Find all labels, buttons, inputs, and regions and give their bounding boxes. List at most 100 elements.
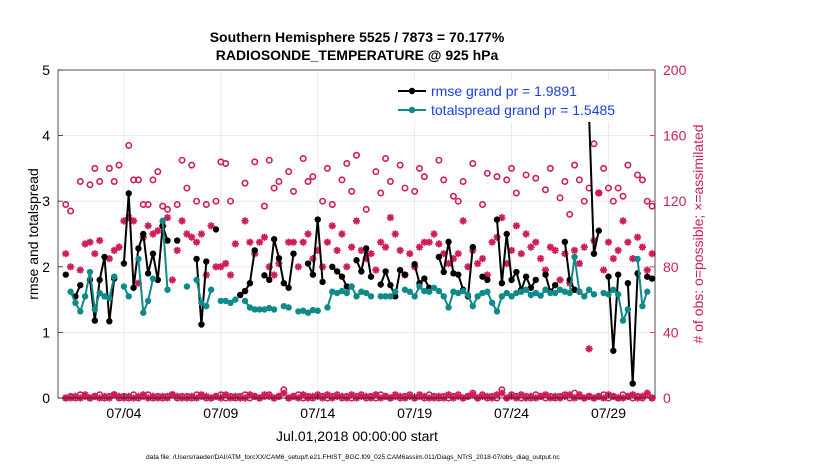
y-left-tick-label: 1 xyxy=(42,324,50,340)
rmse-point xyxy=(469,243,476,251)
rmse-point xyxy=(304,260,312,267)
totalspread-point xyxy=(644,288,651,295)
axes: 0 1 2 3 4 5 0 40 80 120 160 200 07/04 07/09 07/14 07/19… xyxy=(42,62,686,421)
obs-assimilated-marker xyxy=(207,222,215,230)
obs-assimilated-marker xyxy=(624,238,632,246)
chart-title-line1: Southern Hemisphere 5525 / 7873 = 70.177… xyxy=(210,29,505,45)
rmse-point xyxy=(377,281,384,288)
totalspread-point xyxy=(474,293,481,300)
totalspread-point xyxy=(508,293,515,300)
obs-assimilated-marker xyxy=(241,217,249,225)
obs-possible-marker xyxy=(149,176,157,184)
obs-possible-marker xyxy=(619,192,627,200)
obs-assimilated-bottom-marker xyxy=(115,392,123,400)
obs-possible-marker xyxy=(512,189,520,197)
obs-assimilated-marker xyxy=(144,222,152,230)
obs-assimilated-bottom-marker xyxy=(362,392,370,400)
totalspread-point xyxy=(144,297,152,305)
totalspread-point xyxy=(576,288,583,295)
totalspread-point xyxy=(387,293,394,300)
obs-possible-marker xyxy=(144,200,152,208)
obs-possible-marker xyxy=(251,158,259,166)
rmse-point xyxy=(479,273,486,280)
x-tick-label: 07/19 xyxy=(397,405,432,421)
totalspread-point xyxy=(140,309,147,316)
totalspread-point xyxy=(614,291,622,298)
totalspread-point xyxy=(358,288,365,295)
obs-assimilated-marker xyxy=(183,230,191,238)
totalspread-point xyxy=(619,317,627,324)
obs-possible-marker xyxy=(503,176,511,184)
rmse-point xyxy=(508,276,515,284)
rmse-point xyxy=(493,216,501,223)
obs-possible-marker xyxy=(522,171,530,179)
obs-assimilated-marker xyxy=(357,246,365,254)
obs-possible-marker xyxy=(396,161,404,169)
totalspread-point xyxy=(503,289,510,297)
rmse-point xyxy=(629,380,636,387)
totalspread-point xyxy=(227,299,234,307)
totalspread-point xyxy=(183,283,191,290)
totalspread-point xyxy=(392,288,399,295)
totalspread-point xyxy=(343,289,351,297)
obs-assimilated-bottom-marker xyxy=(100,392,109,400)
x-tick-label: 07/04 xyxy=(106,405,141,421)
rmse-point xyxy=(290,250,297,257)
rmse-point xyxy=(353,257,360,264)
footer-data-file: data file: /Users/raeder/DAI/ATM_forcXX/… xyxy=(146,454,560,461)
totalspread-point xyxy=(353,293,360,300)
totalspread-point xyxy=(362,289,370,297)
totalspread-line xyxy=(137,258,154,314)
rmse-line xyxy=(355,248,372,277)
totalspread-line xyxy=(161,220,169,290)
rmse-point xyxy=(237,291,244,299)
rmse-point xyxy=(387,281,394,289)
totalspread-point xyxy=(377,293,384,300)
obs-possible-marker xyxy=(382,155,390,163)
obs-assimilated-bottom-marker xyxy=(348,391,356,399)
obs-possible-marker xyxy=(469,159,477,167)
totalspread-point xyxy=(488,299,496,307)
obs-possible-marker xyxy=(110,178,118,186)
obs-assimilated-bottom-marker xyxy=(464,392,472,400)
obs-assimilated-bottom-marker xyxy=(202,392,210,400)
obs-possible-marker xyxy=(86,181,94,189)
totalspread-point xyxy=(270,306,278,313)
rmse-point xyxy=(382,268,389,275)
x-tick-label: 07/09 xyxy=(203,405,238,421)
totalspread-point xyxy=(159,217,166,225)
totalspread-point xyxy=(527,291,535,299)
obs-assimilated-bottom-marker xyxy=(372,391,380,399)
rmse-point xyxy=(275,255,283,262)
obs-assimilated-marker xyxy=(507,246,516,254)
rmse-point xyxy=(455,271,462,278)
totalspread-point xyxy=(232,296,239,303)
obs-assimilated-bottom-marker xyxy=(609,392,617,400)
obs-assimilated-bottom-marker xyxy=(338,392,346,400)
obs-assimilated-marker xyxy=(420,238,428,246)
obs-assimilated-marker xyxy=(595,189,603,197)
obs-assimilated-marker xyxy=(619,217,627,225)
totalspread-point xyxy=(556,286,564,293)
obs-possible-marker xyxy=(328,200,336,208)
obs-assimilated-bottom-marker xyxy=(566,391,574,399)
obs-possible-marker xyxy=(76,178,84,186)
obs-possible-marker xyxy=(546,164,554,172)
obs-assimilated-marker xyxy=(197,230,206,238)
obs-assimilated-marker xyxy=(217,263,225,271)
obs-assimilated-bottom-marker xyxy=(498,389,506,397)
totalspread-point xyxy=(256,306,263,313)
obs-possible-marker xyxy=(440,176,448,184)
rmse-point xyxy=(392,293,399,300)
obs-possible-marker xyxy=(609,197,617,205)
obs-assimilated-bottom-marker xyxy=(483,392,491,400)
obs-assimilated-bottom-marker xyxy=(197,391,206,399)
obs-possible-marker xyxy=(222,159,230,167)
obs-assimilated-marker xyxy=(192,238,201,246)
rmse-point xyxy=(246,280,254,287)
totalspread-point xyxy=(86,268,94,276)
totalspread-point xyxy=(125,293,132,300)
obs-possible-marker xyxy=(62,200,70,208)
rmse-point xyxy=(96,276,103,284)
